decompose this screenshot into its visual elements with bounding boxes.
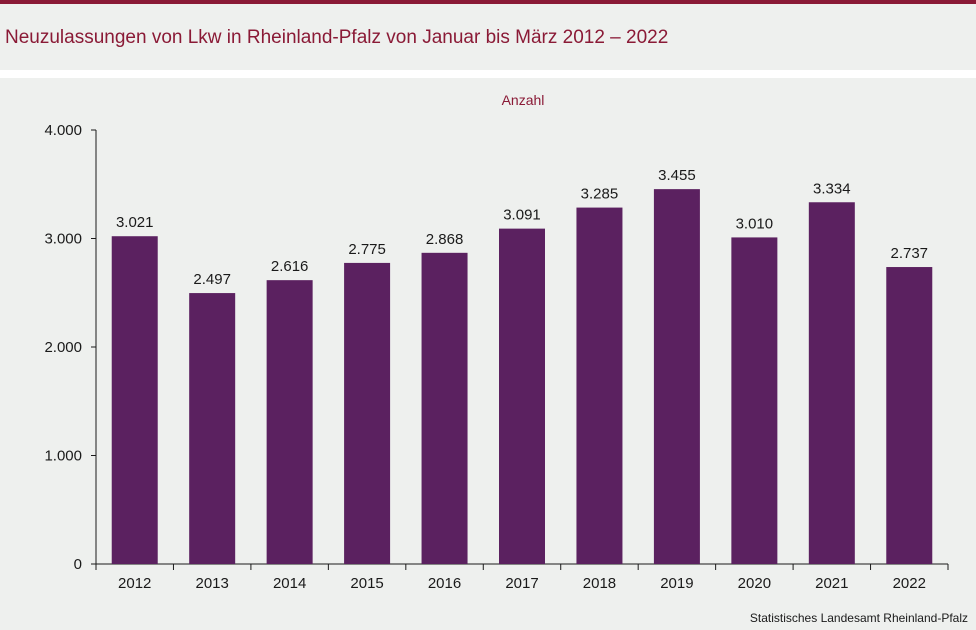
x-tick-label-2019: 2019 [660,575,693,592]
x-tick-label-2017: 2017 [505,575,538,592]
x-tick-label-2018: 2018 [583,575,616,592]
data-labels: 3.021 2.497 2.616 2.775 2.868 3.091 3.285 3.455… [116,167,928,288]
y-tick-label: 1.000 [44,448,82,465]
x-tick-label-2022: 2022 [893,575,926,592]
x-tick-label-2020: 2020 [738,575,771,592]
bar-2019 [653,189,700,564]
source-note: Statistisches Landesamt Rheinland-Pfalz [749,611,968,625]
data-label-2021: 3.334 [813,180,851,197]
bar-2012 [111,236,158,564]
x-tick-label-2013: 2013 [195,575,228,592]
x-tick-label-2021: 2021 [815,575,848,592]
data-label-2018: 3.285 [581,186,619,203]
x-tick-label-2016: 2016 [428,575,461,592]
bar-2016 [421,252,468,564]
bars [111,189,933,565]
data-label-2019: 3.455 [658,167,696,184]
x-axis: 2012 2013 2014 2015 2016 2017 2018 2019 2020 2021… [95,563,949,592]
bar-2015 [344,262,391,564]
data-label-2014: 2.616 [271,258,309,275]
y-tick-label: 4.000 [44,122,82,139]
y-tick-label: 2.000 [44,339,82,356]
page-title: Neuzulassungen von Lkw in Rheinland-Pfal… [5,27,669,48]
y-axis: 0 1.000 2.000 3.000 4.000 [44,122,97,573]
bar-2018 [576,207,623,564]
y-tick-label: 3.000 [44,231,82,248]
bar-2022 [886,267,933,564]
title-divider [0,70,976,78]
title-band [0,4,976,70]
data-label-2016: 2.868 [426,231,464,248]
x-tick-label-2015: 2015 [350,575,383,592]
y-tick-label: 0 [74,556,82,573]
data-label-2022: 2.737 [890,245,928,262]
bar-2017 [499,228,545,564]
top-accent-rule [0,0,976,4]
data-label-2015: 2.775 [348,241,386,258]
data-label-2013: 2.497 [193,271,231,288]
bar-2013 [189,293,236,564]
x-tick-label-2014: 2014 [273,575,306,592]
bar-2020 [731,237,778,565]
data-label-2020: 3.010 [736,215,774,232]
data-label-2012: 3.021 [116,214,154,231]
x-tick-label-2012: 2012 [118,575,151,592]
bar-2014 [266,280,313,564]
data-label-2017: 3.091 [503,207,541,224]
bar-2021 [808,202,855,565]
unit-label: Anzahl [502,92,545,108]
